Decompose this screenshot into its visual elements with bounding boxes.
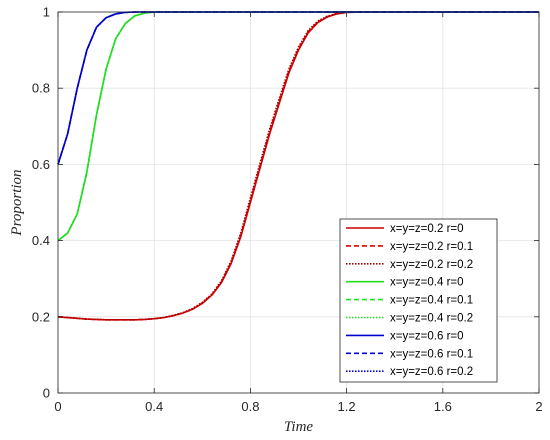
series-line-3 (57, 11, 539, 321)
legend-label: x=y=z=0.2 r=0 (390, 223, 464, 235)
x-tick-label: 0.4 (145, 399, 163, 414)
legend-label: x=y=z=0.6 r=0 (390, 330, 464, 342)
x-axis-title: Time (284, 419, 314, 435)
x-axis-ticks: 0 0.4 0.8 1.2 1.6 2 (54, 12, 543, 414)
y-tick-label: 1 (43, 5, 50, 20)
x-tick-label: 0 (54, 399, 61, 414)
legend-label: x=y=z=0.6 r=0.2 (390, 366, 473, 378)
y-tick-label: 0.2 (32, 309, 50, 324)
legend-label: x=y=z=0.4 r=0.2 (390, 313, 473, 325)
y-tick-label: 0.8 (32, 81, 50, 96)
legend-label: x=y=z=0.4 r=0 (390, 277, 464, 289)
plot-frame (57, 11, 540, 394)
x-tick-label: 1.6 (434, 399, 452, 414)
y-tick-label: 0 (43, 386, 50, 401)
y-axis-ticks: 0 0.2 0.4 0.6 0.8 1 (32, 5, 539, 401)
x-tick-label: 0.8 (241, 399, 259, 414)
y-axis-title: Proportion (9, 169, 25, 236)
legend-label: x=y=z=0.4 r=0.1 (390, 295, 473, 307)
y-tick-label: 0.4 (32, 233, 50, 248)
x-tick-label: 1.2 (338, 399, 356, 414)
legend-label: x=y=z=0.6 r=0.1 (390, 348, 473, 360)
x-tick-label: 2 (535, 399, 542, 414)
series-line-8 (57, 11, 539, 165)
legend-label: x=y=z=0.2 r=0.2 (390, 259, 473, 271)
y-tick-label: 0.6 (32, 157, 50, 172)
legend-items: x=y=z=0.2 r=0 x=y=z=0.2 r=0.1 x=y=z=0.2 r=… (346, 223, 473, 378)
legend-label: x=y=z=0.2 r=0.1 (390, 241, 473, 253)
legend: x=y=z=0.2 r=0 x=y=z=0.2 r=0.1 x=y=z=0.2 r=… (339, 218, 498, 383)
